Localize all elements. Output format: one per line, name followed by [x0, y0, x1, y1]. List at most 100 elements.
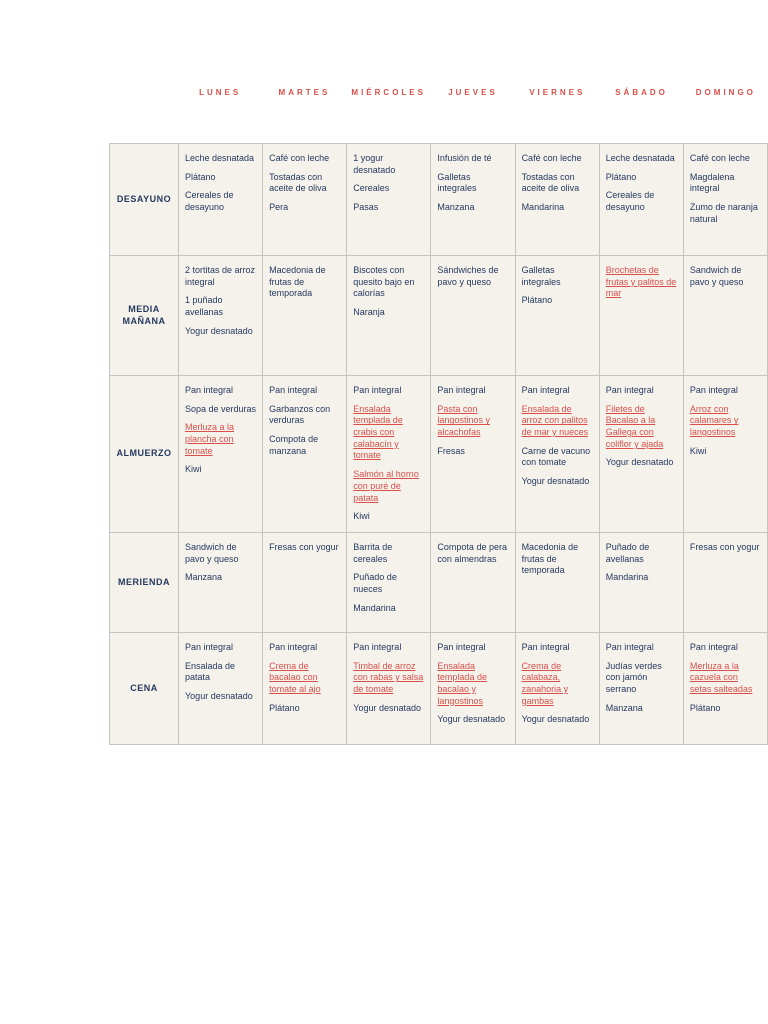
meal-item: Pan integral	[605, 641, 654, 652]
row-label: DESAYUNO	[110, 144, 179, 256]
row-label: MERIENDA	[110, 532, 179, 633]
meal-item: Puñado de avellanas	[605, 541, 650, 564]
meal-item: Kiwi	[185, 464, 202, 475]
meal-item: Yogur desnatado	[437, 714, 506, 725]
day-header: VIERNES	[529, 88, 586, 97]
table-row: MERIENDA Sandwich de pavo y queso Manzana F…	[110, 532, 768, 633]
menu-table: DESAYUNO Leche desnatada Plátano Cereales d…	[109, 143, 768, 745]
meal-item: 1 yogur desnatado	[353, 153, 396, 175]
recipe-link[interactable]: Arroz con calamares y langostinos	[689, 403, 739, 438]
meal-cell: Fresas con yogur	[683, 532, 768, 633]
meal-cell: Leche desnatada Plátano Cereales de desayu…	[179, 144, 264, 256]
meal-item: Yogur desnatado	[185, 690, 253, 701]
meal-item: Pan integral	[605, 385, 654, 395]
meal-item: Leche desnatada	[185, 153, 255, 163]
meal-item: Kiwi	[689, 445, 707, 456]
meal-cell: 2 tortitas de arroz integral 1 puñado ave…	[179, 256, 264, 376]
meal-item: Macedonia de frutas de temporada	[269, 265, 326, 299]
recipe-link[interactable]: Filetes de Bacalao a la Gallega con coli…	[605, 403, 664, 449]
meal-item: Pan integral	[269, 385, 318, 395]
recipe-link[interactable]: Crema de calabaza, zanahoria y gambas	[521, 660, 569, 706]
meal-item: Plátano	[605, 171, 637, 182]
meal-cell: Infusión de té Galletas integrales Manzana	[431, 144, 516, 256]
meal-item: Puñado de nueces	[353, 572, 397, 594]
meal-cell: Café con leche Magdalena integral Zumo de …	[683, 144, 768, 256]
meal-item: Pera	[269, 202, 289, 213]
meal-cell: Pan integral Timbal de arroz con rabas y …	[347, 632, 432, 745]
meal-cell: Pan integral Garbanzos con verduras Compot…	[263, 376, 348, 533]
recipe-link[interactable]: Ensalada templada de bacalao y langostin…	[437, 660, 487, 706]
meal-cell: Fresas con yogur	[263, 532, 348, 633]
meal-cell: Pan integral Ensalada templada de crabis …	[347, 376, 432, 533]
meal-item: Leche desnatada	[605, 153, 675, 163]
meal-item: Pan integral	[185, 641, 234, 652]
meal-item: Compota de manzana	[269, 434, 319, 456]
meal-cell: Pan integral Crema de bacalao con tomate …	[263, 632, 348, 745]
meal-item: Pan integral	[689, 385, 738, 395]
meal-item: Fresas con yogur	[689, 541, 760, 552]
meal-item: Manzana	[437, 202, 475, 213]
meal-item: Plátano	[185, 171, 216, 182]
meal-cell: Pan integral Arroz con calamares y langos…	[683, 376, 768, 533]
meal-item: Mandarina	[521, 202, 565, 213]
meal-item: Tostadas con aceite de oliva	[521, 171, 580, 194]
meal-item: Yogur desnatado	[521, 476, 590, 487]
meal-item: Compota de pera con almendras	[437, 541, 507, 564]
meal-item: Café con leche	[269, 153, 330, 163]
meal-item: Cereales de desayuno	[605, 190, 655, 213]
meal-cell: Compota de pera con almendras	[431, 532, 516, 633]
recipe-link[interactable]: Crema de bacalao con tomate al ajo	[269, 660, 321, 694]
meal-item: Barrita de cereales	[353, 541, 393, 564]
meal-item: Yogur desnatado	[353, 702, 422, 713]
meal-cell: Pan integral Filetes de Bacalao a la Gall…	[599, 376, 684, 533]
meal-cell: Pan integral Ensalada de patata Yogur desn…	[179, 632, 264, 745]
meal-item: Biscotes con quesito bajo en calorías	[353, 265, 415, 299]
day-header: SÁBADO	[615, 88, 668, 97]
meal-item: Pan integral	[185, 385, 234, 395]
recipe-link[interactable]: Merluza a la cazuela con setas salteadas	[689, 660, 753, 694]
meal-cell: Café con leche Tostadas con aceite de oli…	[263, 144, 348, 256]
meal-item: Yogur desnatado	[605, 457, 674, 468]
meal-cell: Pan integral Crema de calabaza, zanahoria…	[515, 632, 600, 745]
meal-item: Garbanzos con verduras	[269, 403, 331, 426]
recipe-link[interactable]: Ensalada templada de crabis con calabací…	[353, 403, 403, 461]
row-label: ALMUERZO	[110, 376, 179, 533]
meal-cell: Barrita de cereales Puñado de nueces Manda…	[347, 532, 432, 633]
table-row: MEDIA MAÑANA 2 tortitas de arroz integral…	[110, 256, 768, 376]
meal-item: Carne de vacuno con tomate	[521, 445, 591, 468]
meal-item: Yogur desnatado	[521, 714, 590, 725]
recipe-link[interactable]: Ensalada de arroz con palitos de mar y n…	[521, 403, 589, 438]
meal-item: Pan integral	[437, 385, 486, 395]
table-row: CENA Pan integral Ensalada de patata Yogur …	[110, 632, 768, 745]
meal-item: Sopa de verduras	[185, 403, 257, 414]
row-label: MEDIA MAÑANA	[110, 256, 179, 376]
meal-item: Fresas	[437, 445, 465, 456]
meal-item: Pan integral	[353, 641, 402, 652]
recipe-link[interactable]: Merluza a la plancha con tomate	[185, 422, 235, 456]
meal-cell: Sándwiches de pavo y queso	[431, 256, 516, 376]
meal-item: Ensalada de patata	[185, 660, 236, 683]
meal-item: Café con leche	[521, 153, 582, 163]
meal-cell: Macedonia de frutas de temporada	[515, 532, 600, 633]
meal-item: Zumo de naranja natural	[689, 202, 758, 224]
recipe-link[interactable]: Pasta con langostinos y alcachofas	[437, 403, 490, 438]
meal-item: Mandarina	[353, 602, 396, 613]
recipe-link[interactable]: Timbal de arroz con rabas y salsa de tom…	[353, 660, 424, 694]
meal-item: Café con leche	[689, 153, 750, 163]
meal-cell: Pan integral Judías verdes con jamón serr…	[599, 632, 684, 745]
day-header: MARTES	[278, 88, 331, 97]
recipe-link[interactable]: Brochetas de frutas y palitos de mar	[605, 265, 677, 299]
meal-item: Manzana	[185, 572, 223, 583]
meal-cell: Puñado de avellanas Mandarina	[599, 532, 684, 633]
meal-item: Pasas	[353, 202, 379, 213]
meal-item: Sandwich de pavo y queso	[185, 541, 239, 564]
meal-cell: Pan integral Sopa de verduras Merluza a la…	[179, 376, 264, 533]
meal-item: Pan integral	[689, 641, 738, 652]
meal-item: Galletas integrales	[437, 171, 477, 194]
meal-item: Mandarina	[605, 572, 649, 583]
meal-item: Galletas integrales	[521, 265, 561, 287]
meal-cell: Brochetas de frutas y palitos de mar	[599, 256, 684, 376]
recipe-link[interactable]: Salmón al horno con puré de patata	[353, 469, 419, 503]
meal-item: Plátano	[689, 702, 721, 713]
meal-item: Yogur desnatado	[185, 325, 253, 336]
